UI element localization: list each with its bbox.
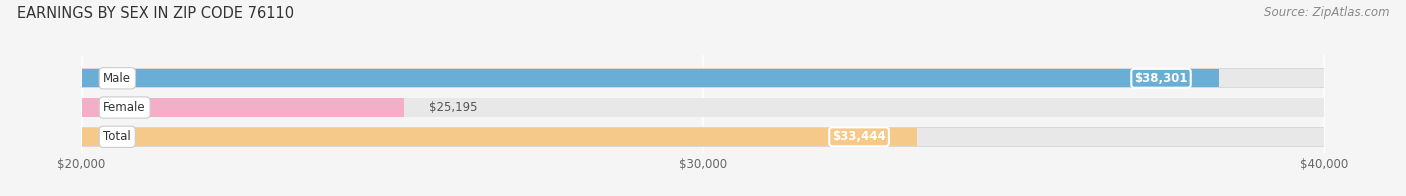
Bar	[82, 128, 1324, 146]
Bar	[82, 98, 1324, 117]
Text: $33,444: $33,444	[832, 130, 886, 143]
Text: Male: Male	[104, 72, 131, 85]
Bar	[82, 69, 1219, 87]
Text: EARNINGS BY SEX IN ZIP CODE 76110: EARNINGS BY SEX IN ZIP CODE 76110	[17, 6, 294, 21]
Bar	[82, 68, 1324, 88]
Text: Female: Female	[104, 101, 146, 114]
Bar	[82, 69, 1324, 87]
Text: $38,301: $38,301	[1135, 72, 1188, 85]
Text: Total: Total	[104, 130, 131, 143]
Text: $25,195: $25,195	[429, 101, 478, 114]
Bar	[82, 98, 405, 117]
Bar	[82, 127, 1324, 147]
Text: Source: ZipAtlas.com: Source: ZipAtlas.com	[1264, 6, 1389, 19]
Bar	[82, 128, 917, 146]
Bar	[82, 98, 1324, 117]
